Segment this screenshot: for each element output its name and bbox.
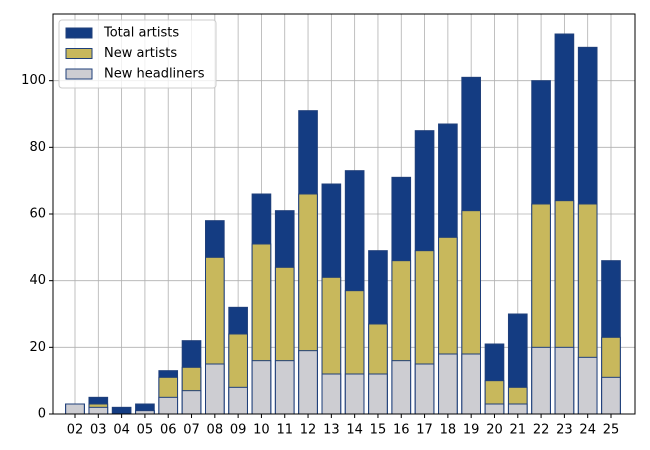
x-tick-label: 25 <box>603 423 620 438</box>
x-tick-label: 14 <box>346 423 363 438</box>
bar <box>577 356 598 415</box>
bar <box>158 396 179 415</box>
x-tick-label: 15 <box>370 423 387 438</box>
x-tick-label: 16 <box>393 423 410 438</box>
x-tick-label: 20 <box>486 423 503 438</box>
legend-swatch <box>65 68 93 80</box>
x-tick-label: 04 <box>113 423 130 438</box>
x-tick-label: 18 <box>440 423 457 438</box>
x-tick-label: 05 <box>137 423 154 438</box>
y-tick-label: 100 <box>21 73 46 88</box>
bar <box>438 353 458 415</box>
bar <box>111 406 132 415</box>
x-tick-label: 19 <box>463 423 480 438</box>
bar <box>531 346 551 415</box>
bar <box>414 363 435 415</box>
legend-label: New artists <box>104 46 177 61</box>
x-tick-label: 06 <box>160 423 177 438</box>
bar <box>228 386 248 415</box>
legend-label: Total artists <box>103 26 179 41</box>
x-tick-label: 21 <box>510 423 527 438</box>
y-tick-label: 60 <box>29 207 46 222</box>
bar <box>461 353 481 415</box>
bar <box>507 403 528 415</box>
bar <box>484 403 505 415</box>
bar <box>205 363 225 415</box>
legend-swatch <box>65 27 93 39</box>
y-tick-label: 20 <box>29 340 46 355</box>
y-tick-label: 0 <box>38 407 46 422</box>
bar <box>344 373 365 415</box>
x-tick-label: 02 <box>67 423 84 438</box>
bar <box>391 360 412 415</box>
x-tick-label: 03 <box>90 423 107 438</box>
y-tick-label: 40 <box>29 273 46 288</box>
bar <box>321 373 342 415</box>
legend-swatch <box>65 48 93 59</box>
x-tick-label: 24 <box>579 423 596 438</box>
x-tick-label: 11 <box>276 423 293 438</box>
x-tick-label: 07 <box>183 423 200 438</box>
bar <box>88 406 109 415</box>
bar <box>368 373 388 415</box>
legend-frame <box>58 19 217 89</box>
y-tick-label: 80 <box>29 140 46 155</box>
bar <box>181 390 202 415</box>
x-tick-label: 17 <box>416 423 433 438</box>
x-tick-label: 08 <box>207 423 224 438</box>
plot-frame <box>52 13 636 415</box>
bar <box>274 360 295 415</box>
legend: Total artists New artists New headliners <box>58 19 217 89</box>
x-tick-label: 10 <box>253 423 270 438</box>
bar <box>554 346 575 415</box>
x-tick-label: 09 <box>230 423 247 438</box>
x-tick-label: 13 <box>323 423 340 438</box>
x-tick-label: 12 <box>300 423 317 438</box>
x-tick-label: 22 <box>533 423 550 438</box>
bar <box>65 403 85 415</box>
x-tick-label: 23 <box>556 423 573 438</box>
legend-label: New headliners <box>104 67 205 82</box>
bar <box>601 376 621 415</box>
bar <box>251 360 272 415</box>
bar <box>298 350 318 415</box>
